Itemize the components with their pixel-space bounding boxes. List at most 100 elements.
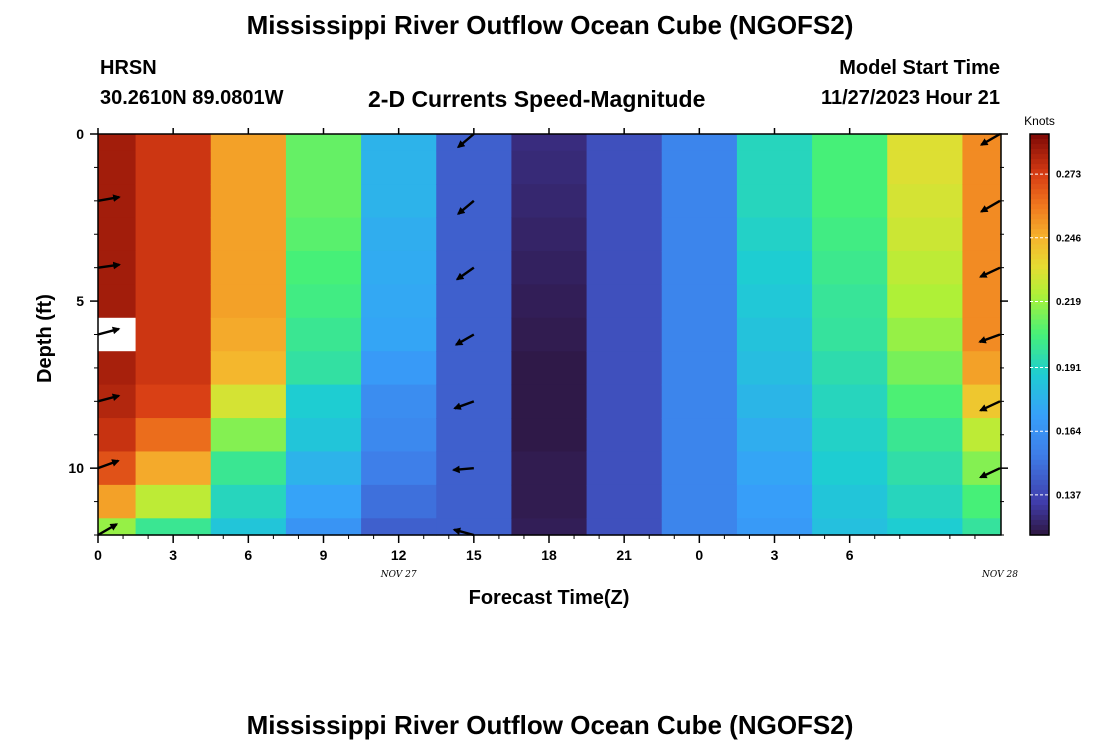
heatmap-cell bbox=[285, 150, 362, 185]
heatmap-cell bbox=[736, 484, 813, 519]
heatmap-cell bbox=[436, 484, 513, 519]
heatmap-cell bbox=[736, 518, 813, 536]
colorbar-segment bbox=[1030, 499, 1049, 506]
heatmap-cell bbox=[361, 451, 437, 486]
colorbar-tick-label: 0.246 bbox=[1056, 233, 1081, 244]
heatmap-cell bbox=[285, 484, 362, 519]
heatmap-cell bbox=[285, 518, 362, 536]
heatmap-cell bbox=[736, 184, 813, 219]
y-tick-label: 0 bbox=[76, 126, 84, 142]
heatmap-cell bbox=[661, 484, 738, 519]
current-vector bbox=[455, 266, 475, 281]
heatmap-cell bbox=[812, 150, 888, 185]
colorbar-segment bbox=[1030, 139, 1049, 145]
heatmap-cell bbox=[511, 418, 588, 453]
heatmap-cell bbox=[586, 250, 663, 285]
colorbar-segment bbox=[1030, 274, 1049, 280]
heatmap-cell bbox=[135, 250, 212, 285]
heatmap-cell bbox=[812, 317, 888, 352]
current-vector bbox=[451, 465, 474, 474]
heatmap-cell bbox=[962, 217, 1001, 252]
x-tick-label: 6 bbox=[846, 547, 854, 563]
x-date-label: NOV 28 bbox=[981, 570, 1018, 580]
heatmap-cell bbox=[887, 284, 964, 319]
colorbar-segment bbox=[1030, 424, 1049, 431]
heatmap-cell bbox=[812, 451, 888, 486]
heatmap-cell bbox=[812, 518, 888, 536]
heatmap-cell bbox=[436, 384, 513, 419]
heatmap-cell bbox=[210, 250, 287, 285]
heatmap-cell bbox=[436, 317, 513, 352]
model-start-label: Model Start Time bbox=[839, 57, 1000, 79]
colorbar-segment bbox=[1030, 489, 1049, 496]
colorbar-segment bbox=[1030, 209, 1049, 215]
x-tick-label: 6 bbox=[244, 547, 252, 563]
heatmap-cell bbox=[98, 418, 137, 453]
heatmap-cell bbox=[361, 317, 437, 352]
heatmap-cell bbox=[210, 484, 287, 519]
heatmap-cell bbox=[661, 250, 738, 285]
heatmap-cell bbox=[661, 284, 738, 319]
colorbar-segment bbox=[1030, 339, 1049, 346]
heatmap-cell bbox=[586, 150, 663, 185]
heatmap-cell bbox=[436, 150, 513, 185]
heatmap-cell bbox=[962, 250, 1001, 285]
colorbar-segment bbox=[1030, 164, 1049, 170]
colorbar-segment bbox=[1030, 214, 1049, 220]
colorbar-segment bbox=[1030, 414, 1049, 421]
heatmap-cell bbox=[736, 451, 813, 486]
heatmap-cell bbox=[98, 134, 137, 152]
colorbar-segment bbox=[1030, 174, 1049, 180]
heatmap-cell bbox=[586, 134, 663, 152]
heatmap-cell bbox=[98, 184, 137, 219]
heatmap-cell bbox=[736, 317, 813, 352]
heatmap-cell bbox=[511, 217, 588, 252]
x-tick-label: 12 bbox=[391, 547, 407, 563]
heatmap-cell bbox=[436, 134, 513, 152]
heatmap-cell bbox=[812, 418, 888, 453]
colorbar-segment bbox=[1030, 409, 1049, 416]
colorbar-segment bbox=[1030, 509, 1049, 516]
heatmap-cell bbox=[661, 150, 738, 185]
colorbar-segment bbox=[1030, 504, 1049, 511]
heatmap-cell bbox=[98, 384, 137, 419]
current-vector bbox=[979, 199, 1001, 213]
heatmap-cell bbox=[135, 317, 212, 352]
current-vector bbox=[457, 133, 475, 149]
colorbar-segment bbox=[1030, 469, 1049, 476]
heatmap-cell bbox=[210, 184, 287, 219]
heatmap-cell bbox=[98, 351, 137, 386]
colorbar-segment bbox=[1030, 454, 1049, 461]
colorbar-tick-label: 0.137 bbox=[1056, 490, 1081, 501]
heatmap-cell bbox=[962, 384, 1001, 419]
heatmap-cell bbox=[511, 134, 588, 152]
heatmap-cell bbox=[661, 518, 738, 536]
current-vector bbox=[97, 459, 120, 470]
x-tick-label: 3 bbox=[771, 547, 779, 563]
colorbar-segment bbox=[1030, 399, 1049, 406]
colorbar-segment bbox=[1030, 474, 1049, 481]
x-tick-label: 18 bbox=[541, 547, 557, 563]
x-tick-label: 21 bbox=[616, 547, 632, 563]
colorbar-segment bbox=[1030, 514, 1049, 521]
x-tick-label: 0 bbox=[94, 547, 102, 563]
heatmap-cell bbox=[361, 150, 437, 185]
heatmap-cell bbox=[135, 284, 212, 319]
heatmap-cell bbox=[210, 150, 287, 185]
colorbar-segment bbox=[1030, 309, 1049, 316]
colorbar-segment bbox=[1030, 169, 1049, 175]
colorbar-segment bbox=[1030, 479, 1049, 486]
heatmap-cell bbox=[887, 351, 964, 386]
colorbar-segment bbox=[1030, 464, 1049, 471]
heatmap-cell bbox=[586, 418, 663, 453]
heatmap-cell bbox=[887, 451, 964, 486]
colorbar-segment bbox=[1030, 484, 1049, 491]
current-vector bbox=[452, 527, 475, 537]
colorbar-segment bbox=[1030, 334, 1049, 341]
heatmap-cell bbox=[812, 384, 888, 419]
colorbar-segment bbox=[1030, 239, 1049, 245]
station-location: 30.2610N 89.0801W bbox=[100, 87, 284, 109]
heatmap-cell bbox=[436, 250, 513, 285]
colorbar-segment bbox=[1030, 319, 1049, 326]
